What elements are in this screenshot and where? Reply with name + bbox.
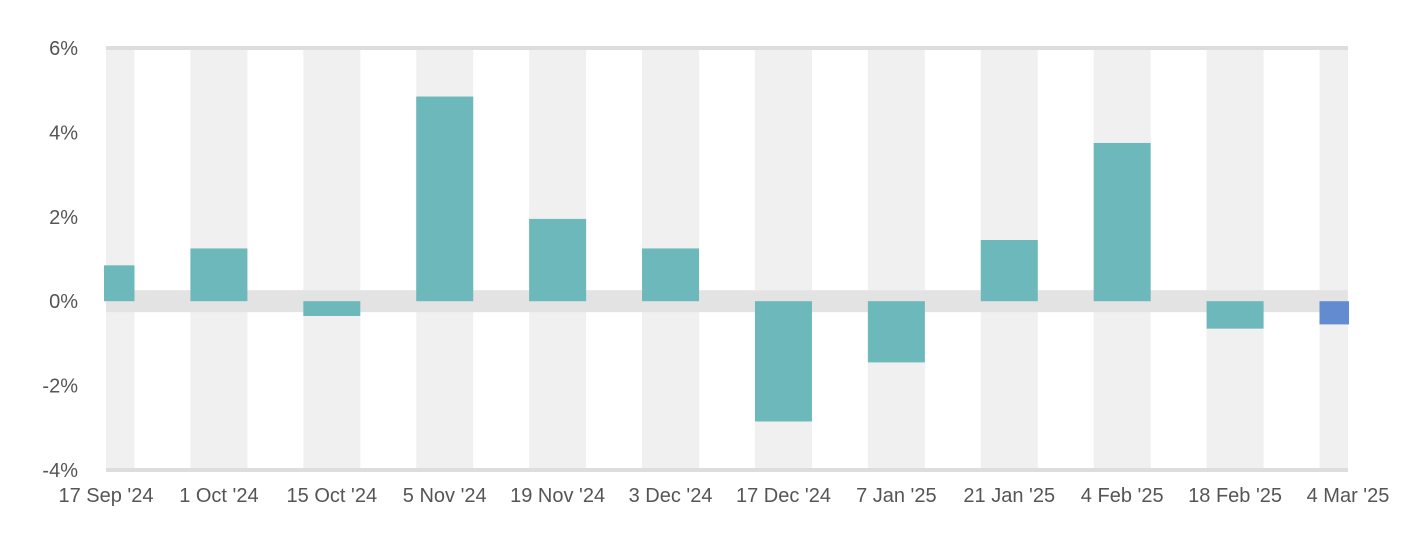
x-tick-label: 19 Nov '24 [510,485,605,507]
bar [303,301,361,316]
bars [104,96,1349,422]
bar [642,248,700,302]
x-tick-label: 7 Jan '25 [856,485,937,507]
y-tick-label: -2% [42,376,78,398]
x-tick-label: 1 Oct '24 [179,485,258,507]
x-axis-ticks: 17 Sep '24 1 Oct '24 15 Oct '24 5 Nov '24 19… [58,485,1389,507]
column-band [106,48,135,470]
x-tick-label: 4 Feb '25 [1081,485,1164,507]
y-tick-label: 2% [49,207,78,229]
x-tick-label: 17 Sep '24 [58,485,153,507]
x-tick-label: 4 Mar '25 [1307,485,1390,507]
bar [1206,301,1264,329]
bar [1093,142,1151,302]
y-axis-ticks: -4% -2% 0% 2% 4% 6% [42,38,78,482]
x-tick-label: 18 Feb '25 [1188,485,1282,507]
bar [416,96,474,302]
x-tick-label: 21 Jan '25 [963,485,1055,507]
top-axis-line [106,46,1348,50]
bar [529,218,587,302]
bottom-axis-line [106,468,1348,472]
column-band [1206,48,1264,470]
zero-band [106,290,1348,313]
bar [190,248,248,302]
x-tick-label: 3 Dec '24 [629,485,713,507]
axis-lines [106,46,1348,472]
y-tick-label: 4% [49,122,78,144]
bar [867,301,925,363]
bar [1319,301,1349,325]
bar [104,265,135,302]
x-tick-label: 17 Dec '24 [736,485,831,507]
y-tick-label: -4% [42,460,78,482]
background-bands [106,48,1348,470]
column-band [867,48,925,470]
y-tick-label: 6% [49,38,78,60]
x-tick-label: 5 Nov '24 [403,485,487,507]
bar [754,301,812,422]
column-band [303,48,361,470]
column-band [1319,48,1348,470]
bar [980,240,1038,302]
x-tick-label: 15 Oct '24 [287,485,378,507]
y-tick-label: 0% [49,291,78,313]
